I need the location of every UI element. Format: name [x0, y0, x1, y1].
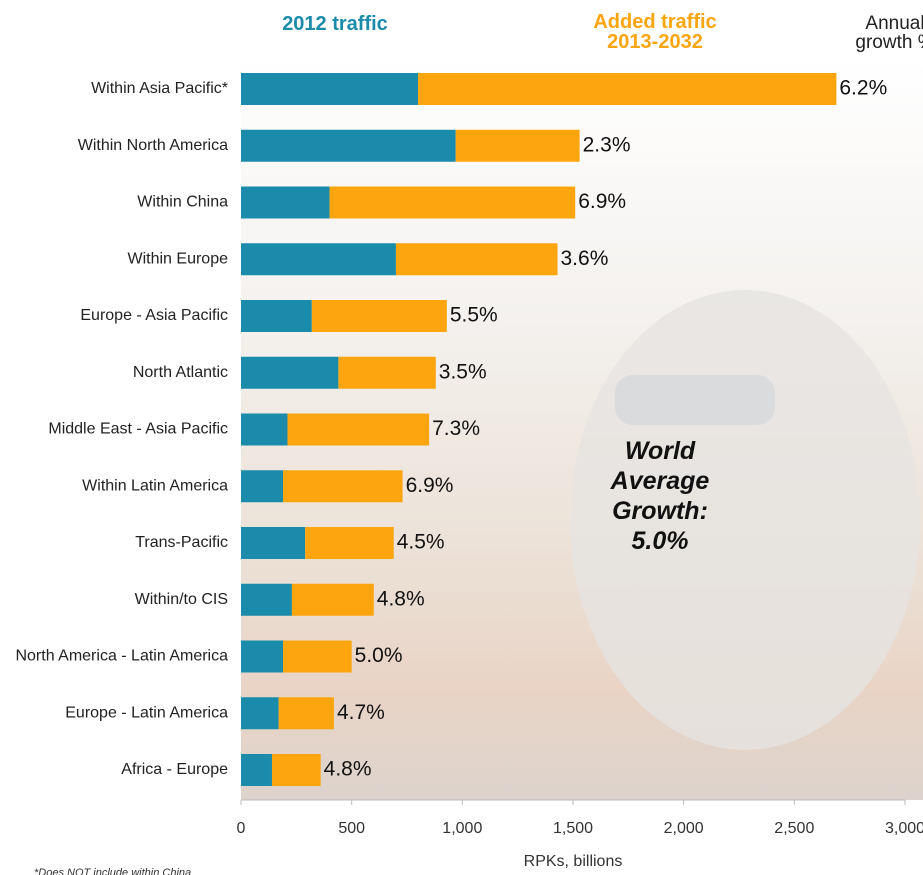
bar-segment: [291, 583, 374, 616]
y-tick-label: Trans-Pacific: [135, 534, 228, 551]
legend-entry: 2012 traffic: [282, 13, 388, 35]
bar-segment: [395, 243, 558, 276]
y-tick-label: Middle East - Asia Pacific: [48, 421, 228, 438]
growth-label: 4.8%: [324, 758, 372, 781]
bar-segment: [455, 129, 580, 162]
footnote: *Does NOT include within China: [34, 867, 191, 875]
y-tick-label: Within Europe: [128, 250, 229, 267]
bar-segment: [418, 73, 837, 105]
x-tick-label: 2,000: [664, 820, 704, 837]
y-tick-label: North America - Latin America: [15, 648, 228, 665]
bar-segment: [241, 527, 306, 559]
bar-segment: [241, 129, 456, 162]
growth-label: 7.3%: [432, 417, 480, 440]
growth-header: Annual growth %: [855, 13, 923, 53]
growth-label: 4.7%: [337, 701, 385, 724]
y-tick-label: Europe - Latin America: [65, 704, 228, 721]
x-tick-label: 500: [338, 820, 365, 837]
bar-segment: [271, 754, 321, 786]
bar-segment: [278, 697, 334, 730]
bar-segment: [241, 356, 339, 389]
y-tick-label: Within Asia Pacific*: [91, 80, 228, 97]
bar-segment: [241, 186, 330, 219]
bar-segment: [241, 470, 284, 503]
annotation: World Average Growth: 5.0%: [610, 437, 710, 555]
growth-label: 6.2%: [839, 77, 887, 100]
growth-label: 4.5%: [397, 531, 445, 554]
y-tick-label: Within/to CIS: [135, 591, 228, 608]
y-tick-label: Within Latin America: [82, 477, 228, 494]
legend-entry: Added traffic 2013-2032: [593, 11, 717, 53]
bar-segment: [283, 640, 352, 673]
bar-segment: [338, 356, 436, 389]
bar-segment: [287, 413, 430, 446]
y-tick-label: Within North America: [78, 137, 228, 154]
bar-segment: [241, 640, 284, 673]
growth-label: 6.9%: [578, 190, 626, 213]
growth-label: 5.0%: [355, 644, 403, 667]
y-tick-label: Within China: [137, 194, 228, 211]
y-tick-label: Africa - Europe: [121, 761, 228, 778]
growth-label: 2.3%: [583, 133, 631, 156]
y-tick-label: North Atlantic: [133, 364, 228, 381]
x-tick-label: 2,500: [774, 820, 814, 837]
bar-segment: [241, 754, 272, 786]
bar-segment: [241, 73, 419, 105]
bar-segment: [241, 697, 279, 730]
bar-segment: [329, 186, 576, 219]
x-tick-label: 0: [237, 820, 246, 837]
x-tick-label: 1,500: [553, 820, 593, 837]
x-tick-label: 1,000: [442, 820, 482, 837]
growth-label: 3.6%: [561, 247, 609, 270]
x-axis-label: RPKs, billions: [524, 853, 623, 870]
growth-label: 5.5%: [450, 304, 498, 327]
bar-segment: [241, 300, 312, 332]
bar-segment: [241, 413, 288, 446]
growth-label: 6.9%: [406, 474, 454, 497]
bar-segment: [283, 470, 403, 503]
bar-segment: [241, 583, 292, 616]
growth-label: 4.8%: [377, 587, 425, 610]
y-tick-label: Europe - Asia Pacific: [80, 307, 228, 324]
bar-segment: [241, 243, 396, 276]
growth-label: 3.5%: [439, 360, 487, 383]
bar-segment: [305, 527, 394, 559]
x-tick-label: 3,000: [885, 820, 923, 837]
plane-windows: [615, 375, 775, 425]
bar-segment: [311, 300, 447, 332]
